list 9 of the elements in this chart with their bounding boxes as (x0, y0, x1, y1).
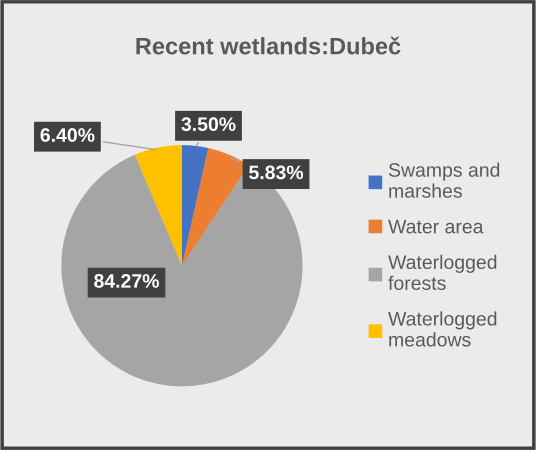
legend-label: Waterlogged meadows (388, 311, 496, 347)
chart-title: Recent wetlands:Dubeč (136, 36, 400, 54)
data-label: 6.40% (40, 128, 94, 142)
legend-label: Waterlogged forests (388, 254, 496, 290)
data-label: 5.83% (249, 166, 304, 180)
legend-label: Swamps and marshes (388, 162, 500, 198)
data-label: 84.27% (94, 274, 159, 288)
data-label: 3.50% (181, 117, 236, 132)
legend-label: Water area (388, 220, 484, 234)
